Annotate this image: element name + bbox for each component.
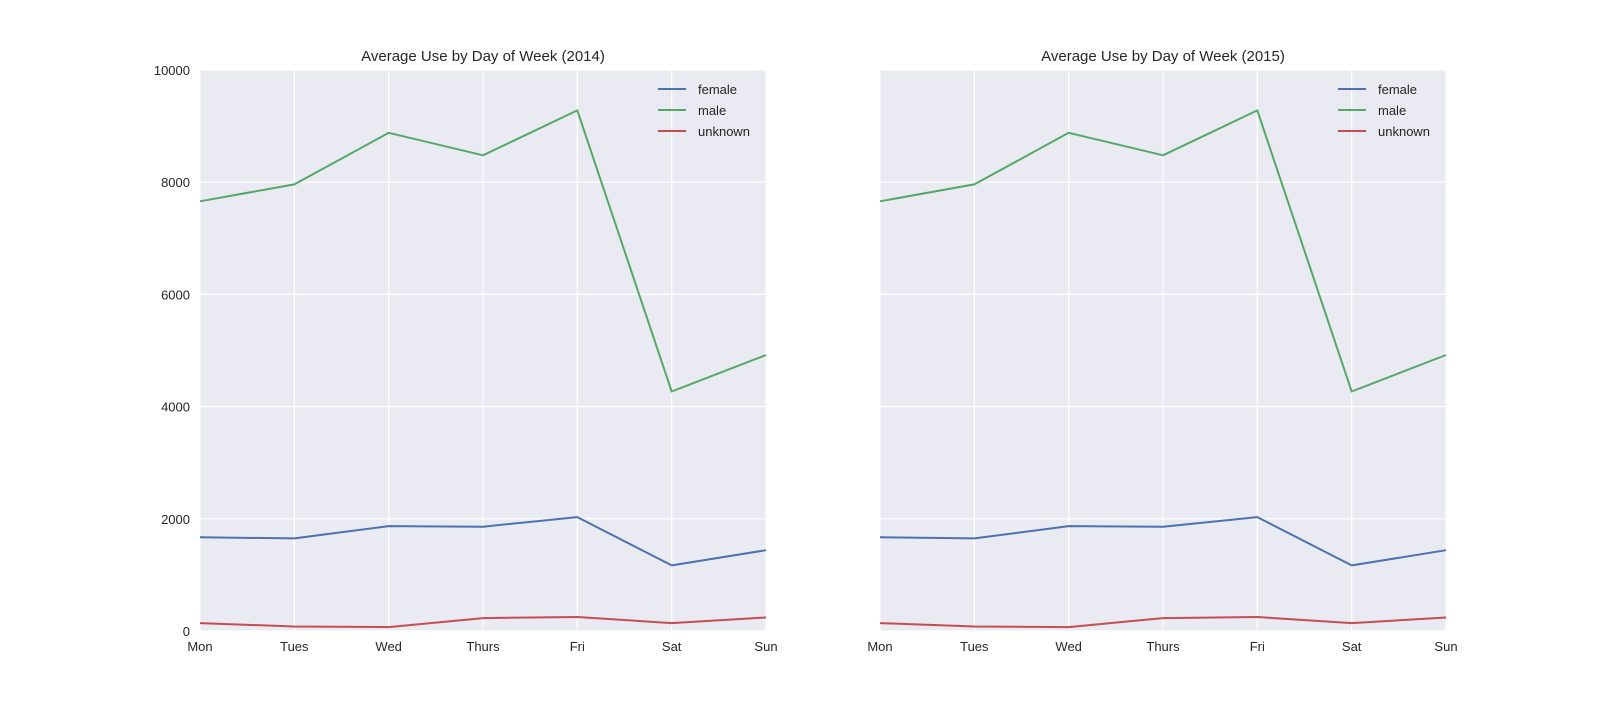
x-tick-label: Sun xyxy=(1434,639,1457,654)
chart-title: Average Use by Day of Week (2015) xyxy=(1041,48,1285,65)
x-tick-label: Tues xyxy=(280,639,309,654)
legend-label-female: female xyxy=(698,82,737,97)
x-tick-label: Mon xyxy=(187,639,212,654)
x-tick-label: Sat xyxy=(1342,639,1362,654)
y-tick-label: 6000 xyxy=(161,287,190,302)
x-tick-label: Tues xyxy=(960,639,989,654)
x-tick-label: Sun xyxy=(754,639,777,654)
x-tick-label: Wed xyxy=(375,639,402,654)
legend-label-female: female xyxy=(1378,82,1417,97)
legend-label-male: male xyxy=(1378,103,1406,118)
y-tick-label: 2000 xyxy=(161,512,190,527)
y-tick-label: 8000 xyxy=(161,175,190,190)
chart-panel-1: Average Use by Day of Week (2014) Mon Tues… xyxy=(154,48,778,654)
x-tick-label: Thurs xyxy=(466,639,500,654)
chart-panel-2: Average Use by Day of Week (2015) Mon Tues… xyxy=(867,48,1457,654)
x-tick-label: Thurs xyxy=(1146,639,1180,654)
x-tick-label: Mon xyxy=(867,639,892,654)
x-tick-label: Sat xyxy=(662,639,682,654)
legend-label-unknown: unknown xyxy=(1378,124,1430,139)
x-tick-label: Fri xyxy=(1250,639,1265,654)
chart-title: Average Use by Day of Week (2014) xyxy=(361,48,605,65)
legend-label-unknown: unknown xyxy=(698,124,750,139)
y-tick-label: 0 xyxy=(183,624,190,639)
legend-label-male: male xyxy=(698,103,726,118)
y-tick-label: 4000 xyxy=(161,400,190,415)
x-tick-label: Wed xyxy=(1055,639,1082,654)
y-tick-label: 10000 xyxy=(154,63,190,78)
x-tick-label: Fri xyxy=(570,639,585,654)
